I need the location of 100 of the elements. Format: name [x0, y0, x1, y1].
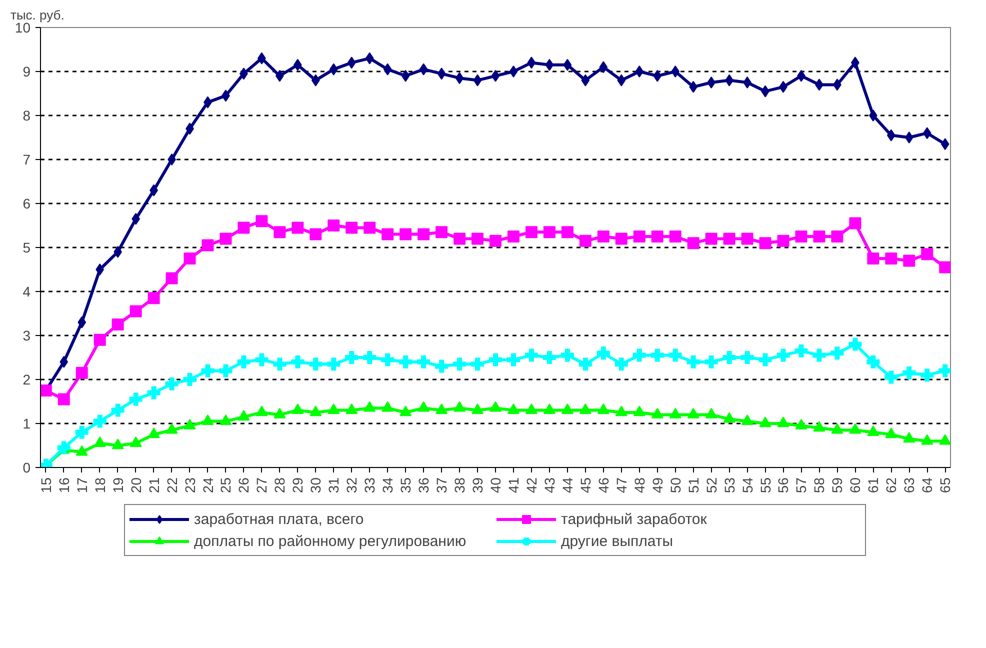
point — [347, 56, 356, 69]
point — [310, 406, 322, 416]
point — [292, 222, 304, 234]
y-tick-label: 4 — [22, 284, 31, 300]
point — [184, 252, 196, 264]
point — [472, 232, 484, 245]
point — [707, 76, 716, 88]
point — [220, 232, 232, 245]
point — [94, 334, 106, 346]
point — [597, 403, 610, 414]
x-tick-label: 22 — [164, 477, 180, 494]
point — [130, 436, 142, 447]
point — [507, 230, 520, 242]
point — [867, 252, 880, 264]
x-tick-label: 37 — [434, 477, 450, 494]
point — [903, 432, 916, 443]
point — [238, 222, 250, 234]
point — [777, 234, 790, 247]
point — [96, 264, 104, 276]
point — [922, 127, 932, 140]
point — [202, 239, 214, 252]
point — [525, 403, 538, 414]
y-tick-label: 1 — [22, 416, 31, 432]
x-tick-label: 19 — [110, 477, 126, 494]
x-tick-label: 47 — [613, 477, 630, 494]
x-tick-label: 28 — [272, 477, 288, 494]
point — [525, 226, 538, 238]
point — [849, 423, 862, 434]
point — [112, 318, 124, 330]
x-tick-label: 58 — [811, 477, 828, 494]
point — [849, 217, 862, 230]
x-tick-label: 44 — [559, 477, 576, 494]
x-tick-label: 24 — [200, 477, 216, 494]
point — [256, 406, 268, 416]
point — [759, 416, 772, 428]
point — [166, 272, 178, 284]
point — [940, 138, 950, 150]
point — [867, 425, 880, 436]
point — [921, 248, 934, 260]
point — [869, 110, 878, 122]
point — [364, 401, 376, 412]
x-tick-label: 29 — [290, 477, 306, 494]
point — [597, 230, 610, 242]
point — [112, 438, 124, 450]
point — [60, 356, 68, 368]
x-tick-label: 15 — [38, 477, 54, 494]
x-tick-label: 56 — [775, 477, 792, 494]
point — [311, 74, 320, 86]
point — [543, 226, 556, 238]
x-tick-label: 42 — [523, 477, 540, 494]
legend-label: другие выплаты — [561, 532, 674, 550]
x-tick-label: 23 — [182, 477, 198, 494]
point — [256, 215, 268, 228]
x-tick-label: 27 — [254, 477, 270, 494]
y-tick-label: 2 — [22, 372, 31, 388]
point — [886, 129, 896, 142]
point — [473, 74, 482, 86]
point — [220, 414, 232, 425]
x-tick-label: 40 — [488, 477, 504, 494]
x-tick-label: 18 — [92, 477, 108, 494]
point — [472, 403, 484, 414]
point — [274, 226, 286, 238]
y-tick-label: 3 — [22, 328, 31, 344]
x-tick-label: 57 — [793, 477, 810, 494]
x-tick-label: 39 — [470, 477, 486, 494]
point — [653, 70, 662, 82]
point — [148, 292, 160, 304]
point — [78, 316, 86, 328]
point — [831, 423, 844, 434]
point — [615, 232, 628, 245]
point — [238, 410, 250, 421]
legend-label: доплаты по районному регулированию — [194, 532, 468, 550]
point — [705, 232, 718, 245]
point — [651, 230, 664, 242]
point — [509, 66, 518, 78]
point — [202, 414, 214, 425]
point — [346, 403, 358, 414]
point — [617, 74, 626, 86]
point — [130, 305, 142, 318]
point — [581, 74, 590, 86]
point — [437, 68, 446, 80]
point — [328, 403, 340, 414]
point — [561, 226, 574, 238]
y-tick-label: 10 — [14, 20, 31, 36]
x-tick-label: 54 — [739, 477, 756, 494]
point — [454, 232, 466, 245]
point — [777, 416, 790, 428]
point — [813, 230, 826, 242]
legend-label: тарифный заработок — [561, 510, 708, 528]
point — [599, 61, 608, 74]
x-tick-label: 63 — [901, 477, 918, 494]
point — [490, 401, 502, 412]
point — [436, 403, 448, 414]
point — [561, 403, 574, 414]
x-tick-label: 64 — [919, 477, 936, 494]
legend-label: заработная плата, всего — [194, 510, 365, 528]
point — [454, 401, 466, 412]
x-tick-label: 25 — [218, 477, 234, 494]
x-tick-label: 65 — [937, 477, 954, 494]
point — [419, 63, 428, 76]
